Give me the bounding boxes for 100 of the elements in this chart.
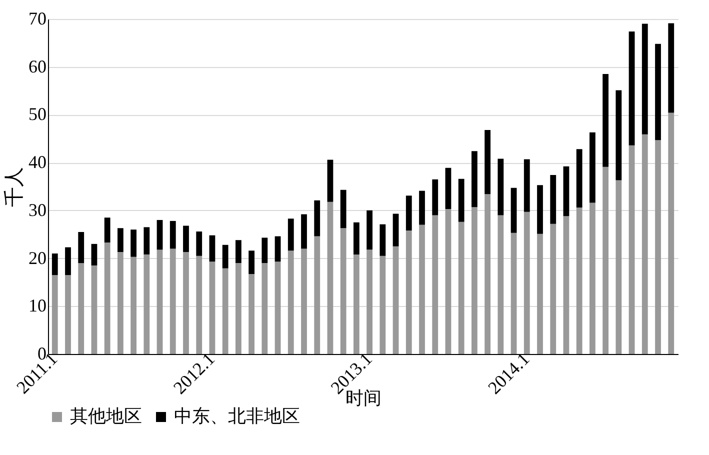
bar [209,262,216,354]
bar [668,112,674,354]
bar [222,268,228,354]
bar [445,208,452,354]
bar [576,149,582,208]
bar [353,254,360,354]
bar [262,263,268,354]
bar [550,175,556,224]
bar [91,265,98,354]
bar [524,159,530,212]
bar [274,262,281,354]
bar [301,214,307,249]
bar [156,250,163,354]
bar [196,231,202,256]
y-tick-label: 10 [28,296,46,316]
bar [91,244,98,266]
bar [78,232,84,264]
bar [52,275,58,354]
bar [262,238,268,264]
bar [274,236,281,262]
bar [170,248,176,354]
bar [602,74,609,167]
bar [117,228,124,252]
bar [642,134,648,354]
bar [550,224,556,354]
bar [78,263,84,354]
y-tick-label: 60 [28,56,46,76]
bar [498,158,504,216]
bar [248,274,255,354]
bar [590,202,596,354]
bar [563,216,570,354]
bar [628,145,635,354]
bar [642,24,648,134]
bar [484,130,491,194]
bar [314,200,320,236]
bar [327,202,334,354]
y-tick-label: 20 [28,248,46,268]
bar [380,224,386,256]
bar [353,222,360,254]
bar [104,218,110,242]
bar [183,226,189,252]
bar [183,252,189,354]
bar [576,208,582,354]
y-tick-label: 40 [28,152,46,172]
bar [117,252,124,354]
bar [248,250,255,274]
bar [432,179,438,216]
bar [144,254,150,354]
bar [301,248,307,354]
bar [616,90,622,180]
legend-label: 中东、北非地区 [174,406,300,426]
bar [314,236,320,354]
bar [419,190,425,225]
bar [366,210,373,250]
bar [65,275,71,354]
bar [392,246,399,354]
bar [209,235,216,262]
bar [445,168,452,209]
y-tick-label: 30 [28,200,46,220]
bar [235,263,242,354]
y-tick-label: 70 [28,8,46,28]
bar [498,215,504,354]
bar [432,215,438,354]
bar [340,190,346,228]
bar [196,256,202,354]
legend-label: 其他地区 [70,406,142,426]
bar [668,23,674,113]
bar [458,222,464,354]
y-tick-label: 50 [28,104,46,124]
bar [130,230,136,257]
bar [130,256,136,354]
bar [655,44,661,140]
bar [510,188,517,233]
bar [288,250,294,354]
bar [222,244,228,268]
bar [156,220,163,250]
bar [628,31,635,146]
bar [537,234,543,354]
bar [524,212,530,354]
bar [340,228,346,354]
bar [616,180,622,354]
bar [484,194,491,354]
bar [537,185,543,234]
bar [563,166,570,216]
y-axis-title: 千人 [4,167,26,207]
bar [602,166,609,354]
bar [235,240,242,264]
bar [52,254,58,276]
bar [419,224,425,354]
bar [655,140,661,354]
bar [510,232,517,354]
bar [327,160,334,202]
bar [170,220,176,249]
bar [65,247,71,276]
bar [104,242,110,354]
bar [406,230,412,354]
bar [471,151,478,208]
bar [380,256,386,354]
bar [392,214,399,246]
bar [590,132,596,203]
